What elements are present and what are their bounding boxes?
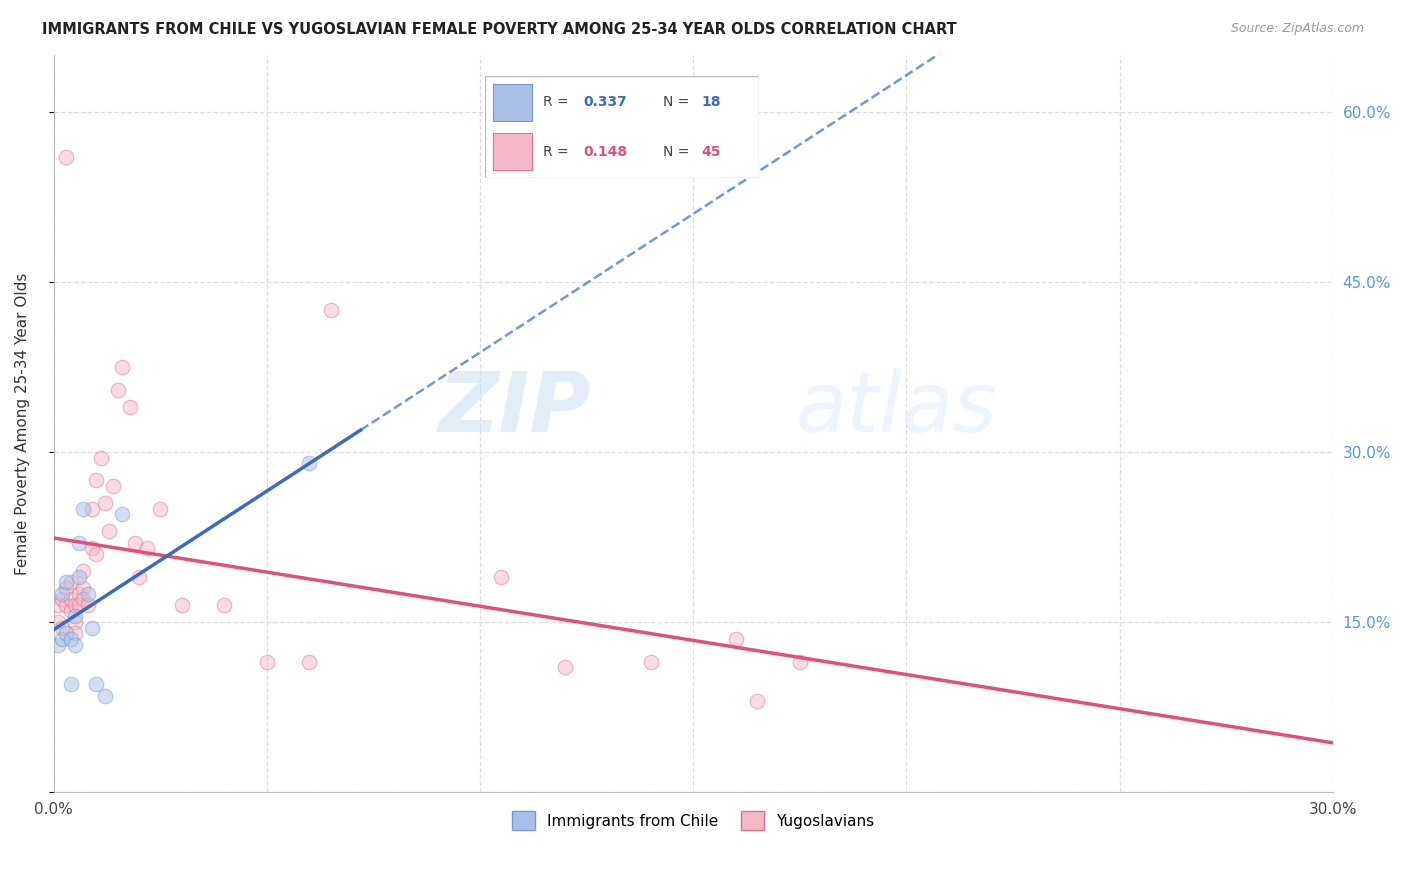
Point: [103, 479, 125, 493]
Point: [111, 507, 134, 521]
Point: [55, 581, 77, 595]
Text: R =: R =: [543, 145, 572, 159]
Point: [120, 400, 142, 414]
Point: [59, 632, 82, 646]
Point: [107, 383, 129, 397]
Point: [170, 598, 193, 612]
Point: [80, 541, 103, 556]
Point: [63, 626, 86, 640]
Point: [76, 598, 98, 612]
Point: [89, 450, 111, 465]
Point: [72, 592, 94, 607]
Legend: Immigrants from Chile, Yugoslavians: Immigrants from Chile, Yugoslavians: [506, 805, 880, 836]
Y-axis label: Female Poverty Among 25-34 Year Olds: Female Poverty Among 25-34 Year Olds: [15, 272, 30, 574]
Point: [212, 598, 235, 612]
Point: [72, 581, 94, 595]
Text: IMMIGRANTS FROM CHILE VS YUGOSLAVIAN FEMALE POVERTY AMONG 25-34 YEAR OLDS CORREL: IMMIGRANTS FROM CHILE VS YUGOSLAVIAN FEM…: [42, 22, 957, 37]
Point: [67, 598, 90, 612]
Point: [67, 535, 90, 549]
Point: [63, 609, 86, 624]
Point: [67, 569, 90, 583]
Point: [51, 592, 73, 607]
Point: [46, 615, 69, 629]
Point: [84, 473, 107, 487]
Point: [80, 501, 103, 516]
Point: [72, 564, 94, 578]
Text: 0.148: 0.148: [583, 145, 628, 159]
Point: [84, 547, 107, 561]
Point: [46, 598, 69, 612]
Point: [111, 359, 134, 374]
Point: [51, 586, 73, 600]
Point: [319, 303, 342, 318]
Point: [554, 660, 576, 674]
Point: [124, 535, 146, 549]
Point: [55, 150, 77, 164]
Text: R =: R =: [543, 95, 572, 110]
Point: [256, 655, 278, 669]
Point: [76, 586, 98, 600]
Point: [51, 632, 73, 646]
Point: [136, 541, 159, 556]
Point: [128, 569, 150, 583]
Text: 0.337: 0.337: [583, 95, 627, 110]
Point: [491, 569, 513, 583]
Point: [149, 501, 172, 516]
Text: N =: N =: [664, 145, 695, 159]
Point: [640, 655, 662, 669]
Point: [747, 694, 769, 708]
Point: [51, 621, 73, 635]
Text: 45: 45: [702, 145, 721, 159]
Text: Source: ZipAtlas.com: Source: ZipAtlas.com: [1230, 22, 1364, 36]
Text: atlas: atlas: [796, 368, 997, 450]
Text: 18: 18: [702, 95, 721, 110]
Point: [80, 621, 103, 635]
Point: [98, 524, 121, 539]
Point: [63, 615, 86, 629]
Point: [298, 456, 321, 470]
FancyBboxPatch shape: [494, 133, 531, 170]
Point: [55, 626, 77, 640]
Point: [46, 638, 69, 652]
Text: N =: N =: [664, 95, 695, 110]
Point: [63, 598, 86, 612]
Point: [67, 586, 90, 600]
Point: [59, 592, 82, 607]
Point: [94, 496, 117, 510]
Point: [724, 632, 747, 646]
Text: ZIP: ZIP: [439, 368, 591, 450]
Point: [59, 604, 82, 618]
Point: [84, 677, 107, 691]
Point: [55, 575, 77, 590]
Point: [59, 575, 82, 590]
Point: [63, 638, 86, 652]
FancyBboxPatch shape: [494, 84, 531, 121]
Point: [59, 677, 82, 691]
Point: [298, 655, 321, 669]
Point: [72, 501, 94, 516]
Point: [55, 598, 77, 612]
FancyBboxPatch shape: [485, 76, 759, 178]
Point: [94, 689, 117, 703]
Point: [789, 655, 811, 669]
